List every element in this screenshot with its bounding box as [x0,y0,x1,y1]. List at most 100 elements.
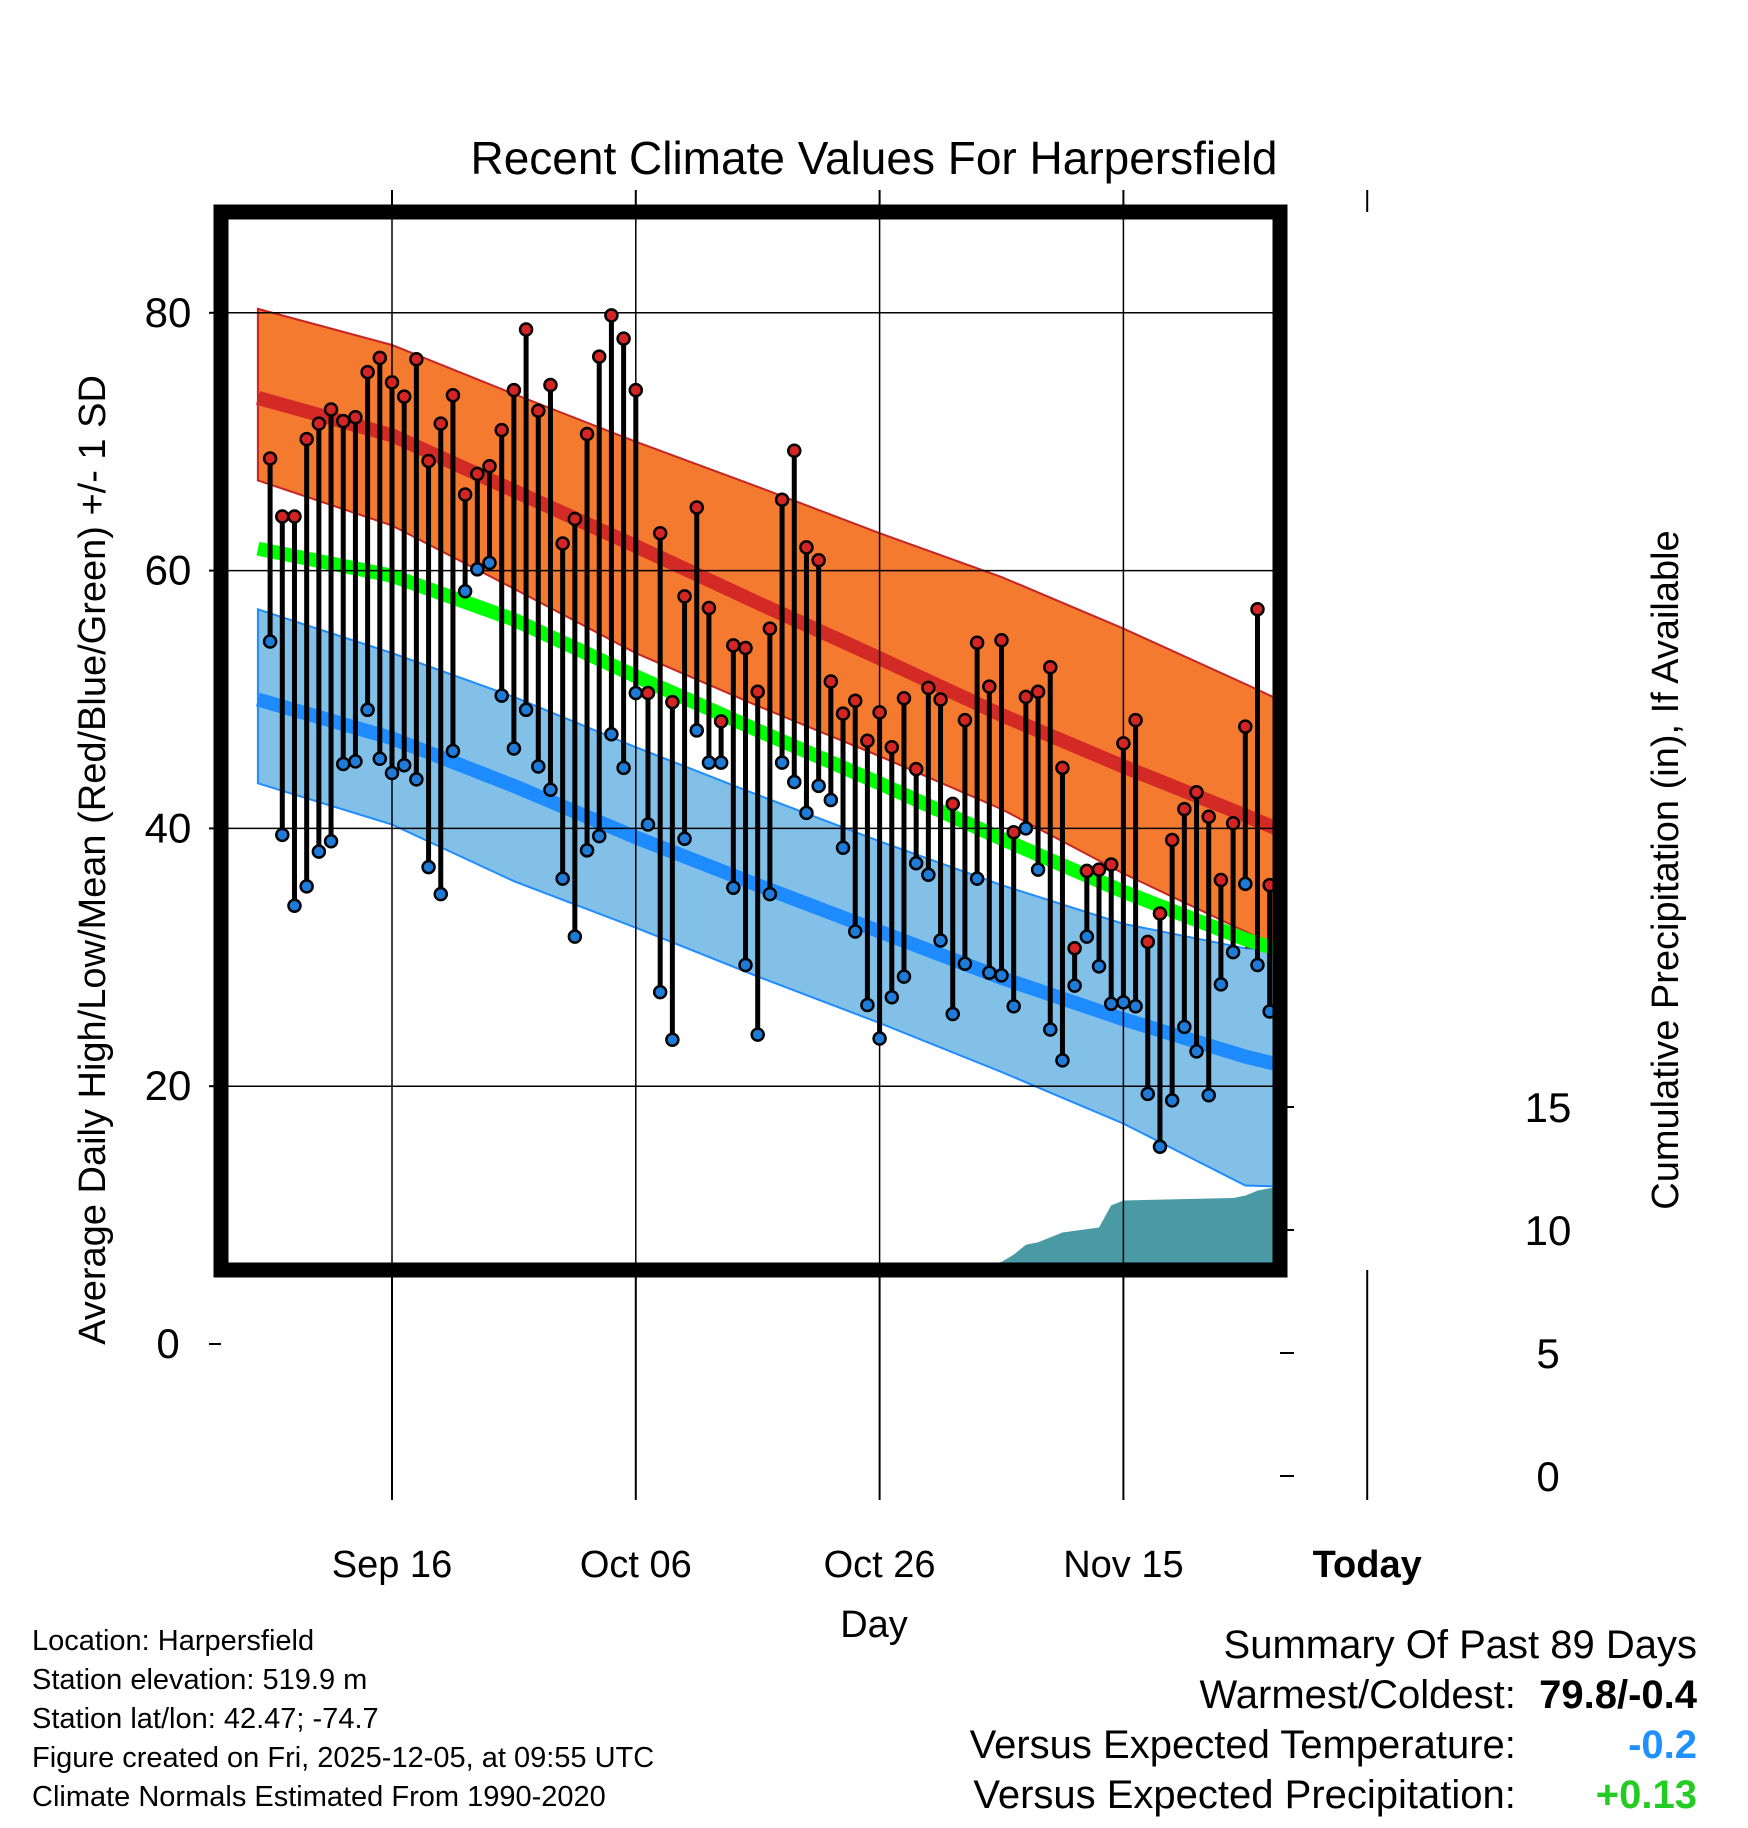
precip-departure-label: Versus Expected Precipitation: [973,1773,1516,1817]
daily-low-point [384,765,400,781]
latlon-text: Station lat/lon: 42.47; -74.7 [32,1703,379,1735]
daily-high-point [799,540,814,555]
location-text: Location: Harpersfield [32,1625,315,1657]
daily-low-point [311,844,327,859]
left-tick-label: 80 [145,289,192,336]
daily-low-point [1337,1343,1349,1355]
daily-low-point [896,969,912,984]
daily-low-point [933,933,948,948]
left-tick-label: 40 [145,804,192,851]
daily-high-point [774,492,790,507]
station-info: Location: Harpersfield Station elevation… [32,1622,654,1817]
daily-low-point [1312,1159,1324,1171]
right-tick-label: 0 [1536,1453,1559,1500]
daily-high-point [421,453,436,469]
bottom-tick-label: Oct 26 [824,1544,936,1586]
temp-departure-value: -0.2 [1628,1723,1697,1767]
daily-high-point [640,685,656,701]
daily-high-point [1067,941,1082,956]
precip-departure-value: +0.13 [1595,1773,1697,1817]
daily-high-point [738,640,753,656]
y-axis-label-left: Average Daily High/Low/Mean (Red/Blue/Gr… [72,375,114,1345]
daily-low-point [372,751,388,767]
daily-low-point [604,727,619,742]
daily-high-point [360,364,375,380]
daily-high-point [1152,906,1168,921]
precip-departure-row: Versus Expected Precipitation: +0.13 [970,1770,1697,1820]
daily-high-point [884,739,900,755]
daily-low-point [969,871,985,886]
daily-low-point [762,886,778,902]
elevation-text: Station elevation: 519.9 m [32,1664,368,1696]
daily-low-point [543,782,558,797]
y-axis-label-right: Cumulative Precipitation (in), If Availa… [1645,530,1687,1209]
daily-low-point [1189,1044,1204,1059]
daily-high-point [1177,801,1192,817]
daily-low-point [799,805,814,821]
daily-high-point [543,377,558,393]
right-tick-label: 5 [1536,1330,1559,1377]
daily-high-point [1201,809,1216,825]
daily-high-point [1018,689,1034,705]
daily-low-point [1213,977,1229,992]
daily-low-point [1225,944,1241,960]
daily-low-point [1250,957,1265,973]
daily-high-point [665,694,680,710]
daily-high-point [908,761,924,777]
created-text: Figure created on Fri, 2025-12-05, at 09… [32,1742,655,1774]
summary-panel: Summary Of Past 89 Days Warmest/Coldest:… [970,1620,1697,1820]
daily-high-point [1213,872,1229,888]
daily-high-point [616,331,631,346]
daily-low-point [628,685,644,701]
warmest-coldest-row: Warmest/Coldest: 79.8/-0.4 [970,1670,1698,1720]
daily-high-point [1079,863,1095,879]
daily-high-point [1006,825,1021,840]
daily-high-point [433,416,449,431]
daily-low-point [823,792,839,808]
daily-high-point [957,712,973,728]
daily-low-point [835,840,851,855]
daily-low-point [1018,821,1034,836]
daily-high-point [1300,880,1312,892]
daily-high-point [384,375,400,390]
daily-high-point [1055,760,1070,776]
daily-low-point [738,957,753,973]
daily-high-point [262,451,278,466]
daily-high-point [311,416,327,431]
daily-low-point [872,1031,887,1046]
plot-frame [213,204,1288,1278]
daily-low-point [348,754,363,769]
warmest-coldest-label: Warmest/Coldest: [1199,1673,1516,1717]
daily-high-point [555,536,570,551]
daily-low-point [921,867,936,883]
daily-high-point [396,389,412,404]
daily-high-point [1091,862,1107,877]
daily-low-point [262,634,278,649]
daily-low-point [640,817,656,832]
daily-low-point [1201,1087,1216,1103]
daily-low-point [945,1006,960,1022]
daily-high-point [275,509,290,524]
daily-high-point [1189,785,1204,800]
daily-low-point [482,555,497,571]
daily-low-point [567,929,583,944]
daily-low-point [847,924,863,939]
daily-high-point [701,600,717,616]
daily-high-point [470,466,485,482]
bottom-tick-label: Oct 06 [580,1544,692,1586]
daily-low-point [299,879,314,894]
plot-area: 90 Days [221,212,1349,1355]
daily-low-point [908,855,924,871]
daily-low-point [1091,959,1107,974]
daily-low-point [1152,1139,1168,1155]
daily-low-point [1030,862,1046,877]
daily-high-point [762,621,778,636]
daily-high-point [348,409,363,425]
daily-high-point [1250,602,1265,617]
daily-low-point [1067,978,1082,993]
daily-high-point [1116,736,1131,751]
daily-low-point [677,831,692,846]
daily-low-point [787,774,802,790]
daily-low-point [1300,1191,1312,1203]
